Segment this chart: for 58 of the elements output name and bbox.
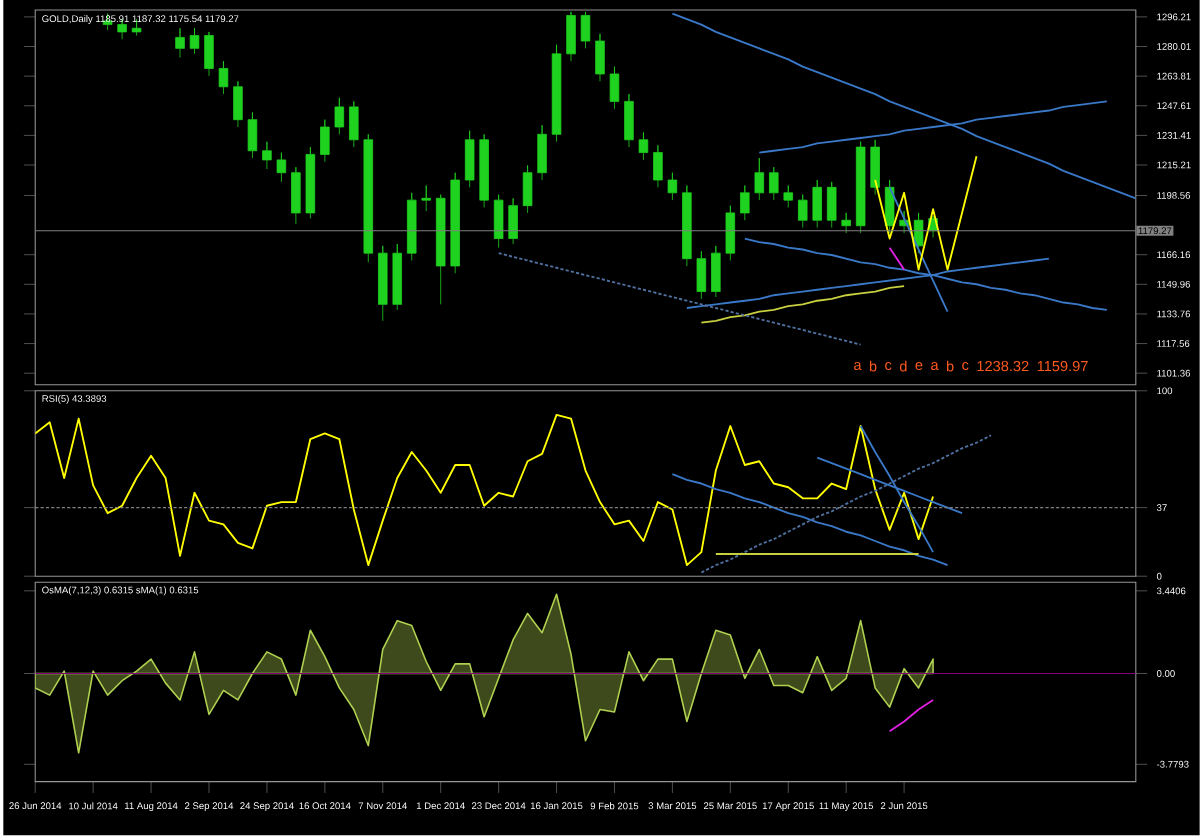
candlestick xyxy=(870,139,880,196)
candlestick xyxy=(797,194,808,229)
candlestick xyxy=(769,167,779,201)
candlestick xyxy=(131,19,142,37)
candlestick xyxy=(725,205,736,262)
candlestick xyxy=(638,132,649,161)
candlestick xyxy=(580,11,591,50)
candlestick xyxy=(450,172,460,274)
candlestick xyxy=(218,61,229,95)
candlestick xyxy=(363,134,374,263)
candlestick xyxy=(696,251,707,300)
candlestick xyxy=(508,198,518,245)
candlestick xyxy=(392,243,402,311)
candlestick xyxy=(464,130,475,189)
candlestick xyxy=(595,33,605,82)
candlestick xyxy=(175,28,185,59)
line-series xyxy=(888,699,934,733)
candlestick xyxy=(855,141,866,234)
line-series xyxy=(671,473,949,567)
candlestick xyxy=(566,11,576,62)
candlestick xyxy=(884,179,895,234)
candlestick xyxy=(740,185,750,221)
line-series xyxy=(700,434,992,574)
candlestick xyxy=(682,185,692,267)
candlestick xyxy=(783,185,793,209)
candlestick xyxy=(406,192,417,262)
candlestick xyxy=(262,141,272,170)
candlestick xyxy=(754,157,765,201)
candlestick xyxy=(667,172,678,201)
candlestick xyxy=(624,93,634,148)
candlestick xyxy=(378,245,388,322)
candlestick xyxy=(493,194,504,249)
candlestick xyxy=(479,134,489,209)
candlestick xyxy=(334,97,345,135)
candlestick xyxy=(841,212,851,234)
candlestick xyxy=(551,44,562,143)
line-series xyxy=(700,285,906,324)
candlestick xyxy=(189,28,200,55)
candlestick xyxy=(349,101,359,148)
candlestick xyxy=(522,165,533,214)
candlestick xyxy=(711,245,721,298)
candlestick xyxy=(305,146,316,220)
candlestick xyxy=(653,145,663,189)
candlestick xyxy=(247,112,258,159)
candlestick xyxy=(204,31,214,77)
candlestick xyxy=(117,19,127,40)
candlestick xyxy=(826,181,837,229)
candlestick xyxy=(537,125,547,181)
line-series xyxy=(874,155,978,271)
candlestick xyxy=(233,81,243,128)
candlestick xyxy=(320,119,330,163)
candlestick xyxy=(812,179,822,229)
candlestick xyxy=(435,194,446,306)
candlestick xyxy=(609,66,620,110)
candlestick xyxy=(291,167,301,225)
candlestick xyxy=(421,185,431,212)
line-series xyxy=(35,414,934,567)
candlestick xyxy=(276,152,287,183)
